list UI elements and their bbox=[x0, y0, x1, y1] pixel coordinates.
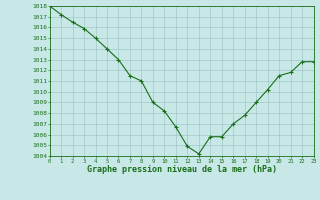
X-axis label: Graphe pression niveau de la mer (hPa): Graphe pression niveau de la mer (hPa) bbox=[87, 165, 276, 174]
